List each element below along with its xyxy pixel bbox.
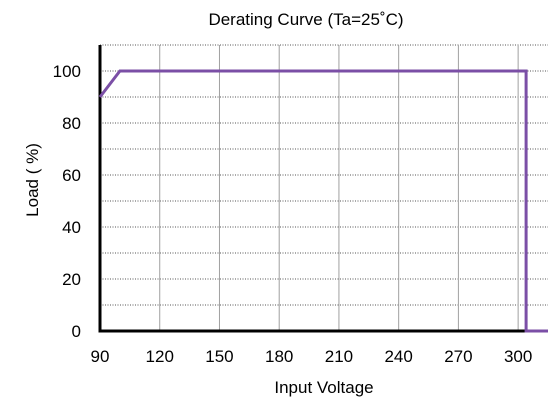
chart-title: Derating Curve (Ta=25˚C) (208, 10, 403, 29)
x-tick-label: 180 (265, 347, 293, 366)
y-tick-label: 20 (62, 270, 81, 289)
x-tick-label: 300 (504, 347, 532, 366)
series-line (98, 69, 548, 333)
y-tick-label: 0 (72, 322, 81, 341)
y-tick-label: 80 (62, 114, 81, 133)
y-axis-title: Load ( %) (23, 143, 42, 217)
x-axis-title: Input Voltage (274, 378, 373, 397)
axes (98, 45, 548, 333)
y-tick-label: 100 (53, 62, 81, 81)
y-tick-label: 60 (62, 166, 81, 185)
tick-labels: 0 20 40 60 80 100 90 120 150 180 210 240 270 300 (53, 62, 533, 366)
x-tick-label: 270 (444, 347, 472, 366)
series-layer (98, 69, 548, 333)
x-tick-label: 150 (205, 347, 233, 366)
x-tick-label: 120 (146, 347, 174, 366)
grid-lines (100, 44, 548, 331)
y-tick-label: 40 (62, 218, 81, 237)
x-tick-label: 210 (325, 347, 353, 366)
x-tick-label: 240 (384, 347, 412, 366)
x-tick-label: 90 (91, 347, 110, 366)
